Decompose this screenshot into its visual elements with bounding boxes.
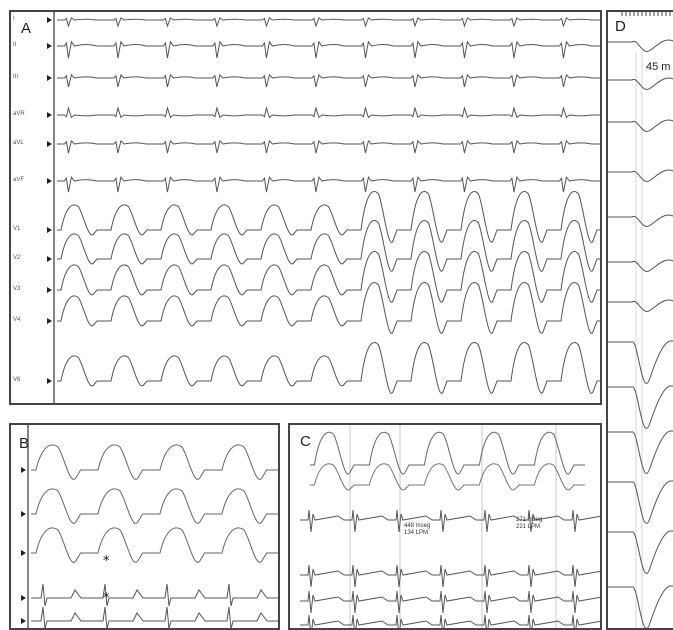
lead-marker bbox=[47, 112, 52, 118]
ecg-trace bbox=[608, 385, 673, 429]
ecg-trace bbox=[300, 564, 600, 588]
ecg-trace bbox=[31, 444, 278, 480]
lead-label: aVR bbox=[13, 111, 25, 117]
panel-b-label: B bbox=[19, 435, 30, 452]
ecg-trace-precordial bbox=[57, 233, 357, 265]
ecg-trace-precordial bbox=[357, 281, 600, 334]
lead-marker bbox=[21, 467, 26, 473]
ecg-trace bbox=[31, 527, 278, 563]
measurement-text: 134 LPM bbox=[404, 530, 428, 536]
ecg-trace bbox=[608, 169, 673, 182]
ecg-trace bbox=[300, 590, 600, 614]
lead-marker bbox=[47, 178, 52, 184]
lead-marker bbox=[47, 141, 52, 147]
panel-c: C 448 mseg 134 LPM 271 mseg 221 LPM bbox=[288, 423, 602, 630]
lead-marker bbox=[47, 287, 52, 293]
panel-a: A I II III aVR aVL aVF V1 V2 V3 V4 V6 bbox=[9, 10, 602, 405]
lead-marker bbox=[47, 318, 52, 324]
ecg-trace-precordial bbox=[357, 250, 600, 303]
lead-marker bbox=[47, 378, 52, 384]
ecg-trace bbox=[31, 606, 278, 628]
ecg-trace bbox=[608, 340, 673, 384]
lead-label: V2 bbox=[13, 255, 21, 261]
lead-label: V4 bbox=[13, 317, 21, 323]
ecg-trace bbox=[300, 509, 600, 533]
ecg-trace bbox=[608, 299, 673, 312]
ecg-trace bbox=[608, 480, 673, 524]
ecg-trace-limb bbox=[57, 139, 600, 154]
panel-d-ecg-traces: 45 m bbox=[608, 12, 673, 628]
panel-d-label: D bbox=[615, 18, 626, 35]
lead-marker bbox=[47, 75, 52, 81]
measurement-text: 448 mseg bbox=[404, 523, 430, 529]
panel-a-ecg-traces bbox=[47, 12, 600, 403]
panel-b: B * * bbox=[9, 423, 280, 630]
ecg-trace-limb bbox=[57, 17, 600, 28]
ecg-trace bbox=[608, 119, 673, 132]
asterisk-marker: * bbox=[103, 591, 110, 606]
lead-marker bbox=[21, 595, 26, 601]
lead-label: II bbox=[13, 42, 17, 48]
panel-a-label: A bbox=[21, 20, 32, 37]
asterisk-marker: * bbox=[103, 554, 110, 569]
ecg-trace bbox=[608, 259, 673, 272]
ecg-trace-precordial bbox=[57, 355, 357, 387]
ecg-trace-limb bbox=[57, 175, 600, 193]
lead-label: V6 bbox=[13, 377, 21, 383]
lead-label: I bbox=[13, 16, 15, 22]
panel-b-ecg-traces: ** bbox=[21, 425, 278, 628]
ecg-trace bbox=[300, 614, 600, 628]
lead-marker bbox=[47, 227, 52, 233]
panel-c-label: C bbox=[300, 433, 311, 450]
measurement-text: 221 LPM bbox=[516, 524, 540, 530]
ecg-trace bbox=[310, 463, 585, 491]
lead-label: aVL bbox=[13, 140, 24, 146]
interval-text: 45 m bbox=[646, 61, 670, 73]
ecg-trace-precordial bbox=[57, 264, 357, 296]
lead-marker bbox=[47, 256, 52, 262]
lead-marker bbox=[21, 511, 26, 517]
ecg-trace-limb bbox=[57, 106, 600, 119]
lead-label: III bbox=[13, 74, 19, 80]
ecg-trace bbox=[608, 585, 673, 628]
lead-marker bbox=[47, 43, 52, 49]
ecg-trace-precordial bbox=[357, 219, 600, 272]
ecg-trace bbox=[310, 431, 585, 475]
ecg-trace-precordial bbox=[357, 190, 600, 243]
ecg-trace-precordial bbox=[57, 295, 357, 327]
ecg-trace-limb bbox=[57, 40, 600, 59]
ecg-trace-precordial bbox=[357, 341, 600, 394]
lead-marker bbox=[47, 17, 52, 23]
ecg-trace bbox=[31, 583, 278, 607]
lead-label: V1 bbox=[13, 226, 21, 232]
ecg-trace bbox=[608, 214, 673, 227]
panel-d: D 45 m bbox=[606, 10, 673, 630]
lead-marker bbox=[21, 618, 26, 624]
ecg-trace bbox=[608, 77, 673, 90]
ecg-trace bbox=[608, 430, 673, 474]
ecg-trace bbox=[608, 530, 673, 574]
ecg-trace-precordial bbox=[57, 204, 357, 236]
lead-label: aVF bbox=[13, 177, 25, 183]
ecg-trace bbox=[31, 488, 278, 524]
lead-label: V3 bbox=[13, 286, 21, 292]
measurement-text: 271 mseg bbox=[516, 517, 542, 523]
lead-marker bbox=[21, 550, 26, 556]
ecg-trace bbox=[608, 39, 673, 52]
ecg-trace-limb bbox=[57, 73, 600, 88]
